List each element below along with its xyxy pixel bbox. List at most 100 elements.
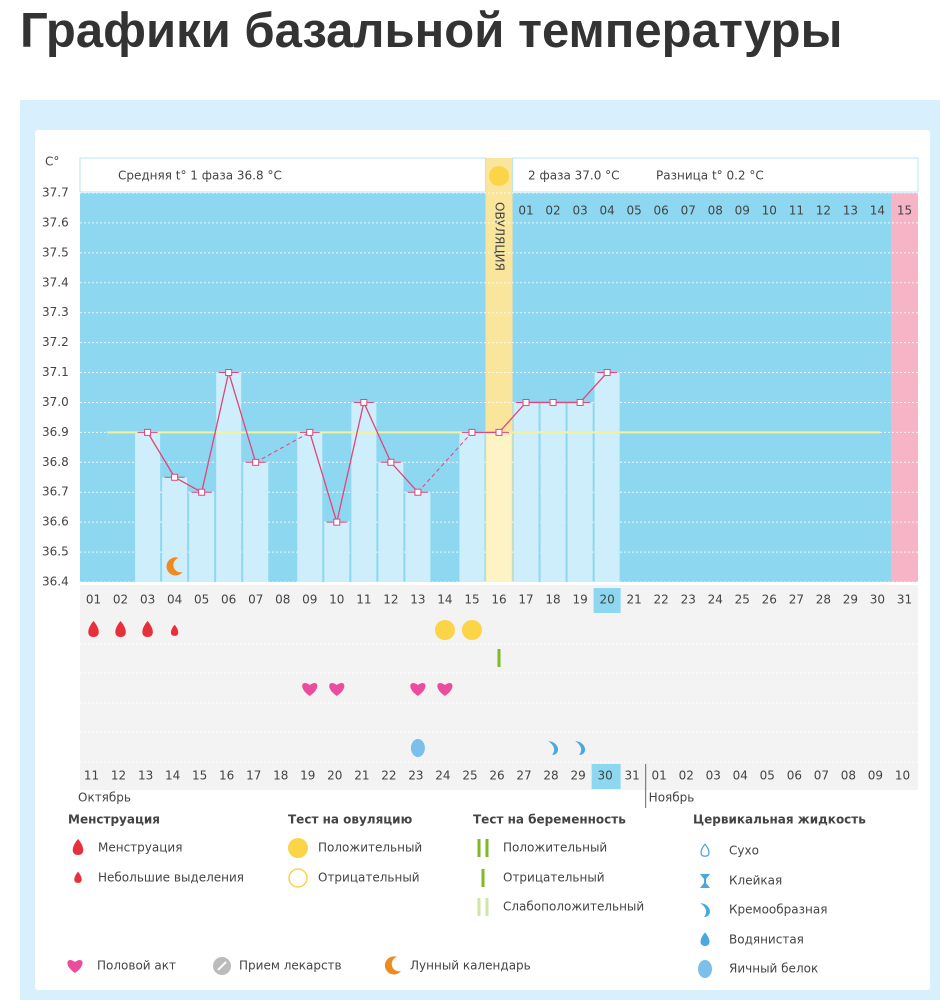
x-tick-label: 13 bbox=[410, 593, 425, 607]
x-tick-label: 14 bbox=[437, 593, 452, 607]
date-label: 07 bbox=[814, 769, 829, 783]
phase2-day: 09 bbox=[735, 204, 750, 218]
x-tick-label: 10 bbox=[329, 593, 344, 607]
x-tick-label: 12 bbox=[383, 593, 398, 607]
y-tick-label: 36.5 bbox=[42, 545, 69, 559]
x-tick-label: 01 bbox=[86, 593, 101, 607]
phase2-day: 11 bbox=[789, 204, 804, 218]
cervical-icon bbox=[700, 874, 710, 888]
date-label: 23 bbox=[408, 769, 423, 783]
temp-marker bbox=[225, 369, 233, 377]
ovulation-dot bbox=[489, 166, 509, 186]
date-label: 22 bbox=[381, 769, 396, 783]
phase2-day: 15 bbox=[897, 204, 912, 218]
x-tick-label: 07 bbox=[248, 593, 263, 607]
menstruation-icon bbox=[72, 839, 84, 855]
today-cell bbox=[591, 764, 621, 789]
legend-item: Водянистая bbox=[729, 933, 804, 947]
date-label: 09 bbox=[868, 769, 883, 783]
date-label: 06 bbox=[787, 769, 802, 783]
date-label: 28 bbox=[543, 769, 558, 783]
menstruation-icon bbox=[115, 621, 126, 637]
temp-bar bbox=[567, 402, 593, 582]
x-tick-label: 17 bbox=[518, 593, 533, 607]
intercourse-icon bbox=[437, 683, 453, 696]
date-label: 18 bbox=[273, 769, 288, 783]
menstruation-icon bbox=[142, 621, 153, 637]
date-label: 24 bbox=[435, 769, 450, 783]
cervical-icon bbox=[548, 741, 559, 755]
temp-marker bbox=[549, 398, 557, 406]
legend-item: Прием лекарств bbox=[239, 959, 342, 973]
month-label: Ноябрь bbox=[649, 791, 695, 805]
pregnancy-test-icon bbox=[477, 839, 489, 857]
date-label: 14 bbox=[165, 769, 180, 783]
legend-title: Тест на овуляцию bbox=[288, 813, 413, 827]
temp-bar bbox=[162, 477, 188, 582]
y-tick-label: 37.4 bbox=[42, 275, 69, 289]
ovulation-test-icon bbox=[288, 838, 308, 858]
difference-label: Разница t° 0.2 °C bbox=[656, 169, 764, 183]
temp-bar bbox=[324, 522, 350, 582]
phase2-day: 01 bbox=[518, 204, 533, 218]
temp-bar bbox=[378, 462, 404, 582]
temp-bar bbox=[594, 372, 620, 582]
date-label: 01 bbox=[652, 769, 667, 783]
temp-bar bbox=[459, 432, 485, 582]
phase2-day: 08 bbox=[708, 204, 723, 218]
temp-marker bbox=[306, 428, 314, 436]
legend-item: Положительный bbox=[503, 841, 607, 855]
phase2-day: 05 bbox=[627, 204, 642, 218]
y-tick-label: 37.0 bbox=[42, 395, 69, 409]
date-label: 04 bbox=[733, 769, 748, 783]
date-label: 26 bbox=[489, 769, 504, 783]
temp-marker bbox=[495, 428, 503, 436]
x-tick-label: 21 bbox=[627, 593, 642, 607]
date-label: 25 bbox=[462, 769, 477, 783]
x-tick-label: 23 bbox=[681, 593, 696, 607]
x-tick-label: 24 bbox=[708, 593, 723, 607]
legend-item: Лунный календарь bbox=[410, 959, 531, 973]
date-label: 03 bbox=[706, 769, 721, 783]
x-tick-label: 15 bbox=[464, 593, 479, 607]
date-label: 16 bbox=[219, 769, 234, 783]
temp-marker bbox=[252, 458, 260, 466]
date-label: 17 bbox=[246, 769, 261, 783]
y-tick-label: 37.7 bbox=[42, 186, 69, 200]
cervical-icon bbox=[700, 843, 710, 857]
temp-marker bbox=[468, 428, 476, 436]
phase2-day: 12 bbox=[816, 204, 831, 218]
phase2-day: 02 bbox=[545, 204, 560, 218]
y-tick-label: 37.3 bbox=[42, 305, 69, 319]
legend-title: Цервикальная жидкость bbox=[693, 813, 866, 827]
y-tick-label: 36.7 bbox=[42, 485, 69, 499]
y-tick-label: 37.6 bbox=[42, 215, 69, 229]
x-tick-label: 18 bbox=[545, 593, 560, 607]
x-tick-label: 30 bbox=[870, 593, 885, 607]
phase2-label: 2 фаза 37.0 °C bbox=[528, 169, 620, 183]
gap-connector bbox=[255, 431, 311, 463]
x-tick-label: 03 bbox=[140, 593, 155, 607]
period-column bbox=[890, 193, 918, 582]
intercourse-icon bbox=[410, 683, 426, 696]
rows-bg bbox=[80, 585, 918, 790]
temp-marker bbox=[333, 518, 341, 526]
cervical-icon bbox=[700, 932, 710, 946]
temp-marker bbox=[198, 488, 206, 496]
legend-title: Тест на беременность bbox=[473, 813, 626, 827]
date-label: 11 bbox=[84, 769, 99, 783]
temp-marker bbox=[576, 398, 584, 406]
x-tick-label: 27 bbox=[789, 593, 804, 607]
ovulation-label: ОВУЛЯЦИЯ bbox=[493, 202, 507, 271]
intercourse-icon bbox=[329, 683, 345, 696]
phase1-label: Средняя t° 1 фаза 36.8 °C bbox=[118, 169, 282, 183]
phase2-day: 13 bbox=[843, 204, 858, 218]
y-tick-label: 36.8 bbox=[42, 455, 69, 469]
date-label: 05 bbox=[760, 769, 775, 783]
x-tick-label: 16 bbox=[491, 593, 506, 607]
y-tick-label: 36.6 bbox=[42, 515, 69, 529]
phase2-day: 04 bbox=[599, 204, 614, 218]
month-label: Октябрь bbox=[78, 791, 131, 805]
x-tick-label: 19 bbox=[572, 593, 587, 607]
spotting-icon bbox=[170, 624, 179, 636]
